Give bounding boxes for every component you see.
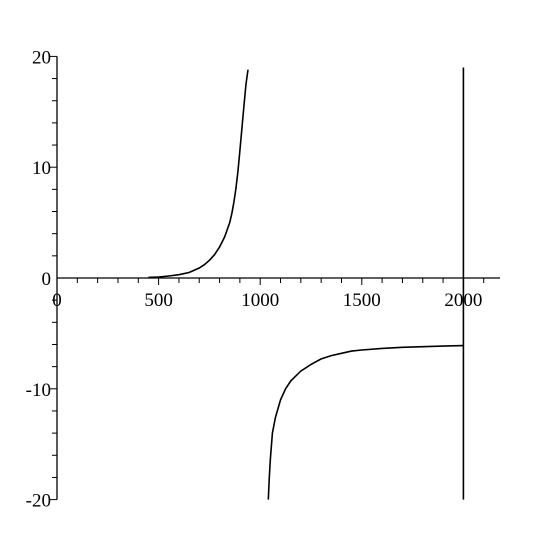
ticks [50, 55, 485, 501]
curves [148, 67, 465, 500]
y-tick-label: 20 [32, 47, 51, 68]
y-tick-label: -20 [26, 491, 51, 512]
axes [56, 56, 500, 500]
x-tick-label: 1000 [241, 290, 279, 311]
x-tick-label: 1500 [343, 290, 381, 311]
x-tick-label: 500 [144, 290, 173, 311]
y-tick-label: -10 [26, 380, 51, 401]
series-right-branch [267, 344, 464, 500]
series-left-branch [148, 69, 249, 279]
x-tick-label: 0 [52, 290, 62, 311]
y-tick-label: 10 [32, 158, 51, 179]
y-tick-label: 0 [42, 269, 52, 290]
